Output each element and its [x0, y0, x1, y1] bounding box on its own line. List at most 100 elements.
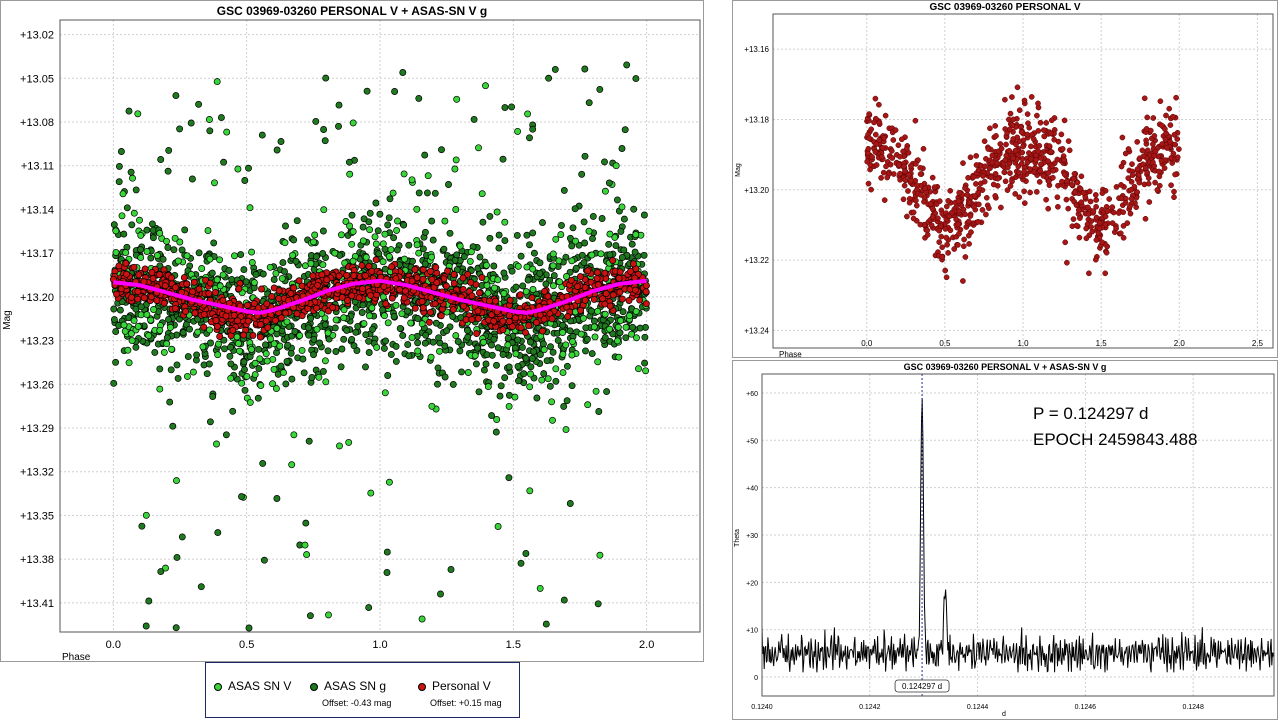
- personal-v-point: [884, 174, 891, 181]
- personal-v-point: [631, 286, 639, 294]
- asassn-g-point: [449, 380, 457, 388]
- personal-v-point: [1141, 95, 1148, 102]
- asassn-v-point: [597, 250, 605, 258]
- personal-v-point: [1104, 208, 1111, 214]
- outlier-point: [222, 431, 230, 439]
- asassn-v-point: [332, 316, 340, 324]
- personal-v-point: [1037, 168, 1044, 174]
- asassn-g-point: [372, 199, 380, 207]
- asassn-g-point: [440, 245, 448, 253]
- asassn-g-point: [543, 357, 551, 365]
- asassn-v-point: [112, 227, 120, 235]
- personal-v-point: [1142, 215, 1149, 222]
- outlier-point: [501, 104, 509, 112]
- main-x-tick-label: 0.5: [239, 639, 254, 651]
- personal-v-point: [1018, 129, 1025, 135]
- outlier-point: [211, 179, 218, 187]
- personal-v-point: [1045, 170, 1052, 176]
- asassn-g-point: [454, 338, 462, 345]
- outlier-point: [508, 103, 516, 111]
- personal-v-point: [367, 291, 374, 299]
- asassn-g-point: [480, 366, 488, 374]
- personal-v-point: [616, 268, 624, 276]
- asassn-g-point: [569, 224, 577, 232]
- outlier-point: [517, 559, 525, 567]
- asassn-v-point: [189, 368, 197, 376]
- main-y-tick-label: +13.26: [20, 379, 54, 391]
- personal-v-point: [380, 283, 388, 290]
- personal-v-point: [936, 239, 943, 245]
- asassn-g-point: [490, 335, 498, 343]
- personal-v-point: [936, 198, 943, 204]
- asassn-g-point: [173, 361, 181, 369]
- asassn-g-point: [319, 249, 327, 257]
- personal-v-point: [1004, 187, 1011, 193]
- asassn-g-point: [497, 382, 505, 390]
- personal-v-point: [1015, 169, 1022, 176]
- personal-v-point: [171, 304, 179, 312]
- personal-v-point: [625, 297, 633, 304]
- asassn-g-point: [137, 303, 145, 311]
- asassn-g-point: [499, 351, 507, 358]
- main-grid: [60, 20, 700, 632]
- personal-v-point: [1122, 199, 1129, 206]
- asassn-v-point: [342, 218, 350, 225]
- outlier-point: [529, 125, 537, 133]
- personal-v-point: [171, 284, 179, 291]
- outlier-point: [321, 137, 329, 145]
- asassn-v-point: [183, 252, 191, 260]
- personal-v-point: [1016, 107, 1023, 114]
- asassn-g-point: [128, 221, 136, 229]
- outlier-point: [173, 553, 181, 561]
- personal-v-point: [490, 317, 498, 325]
- asassn-v-point: [227, 374, 235, 382]
- asassn-v-point: [483, 261, 490, 269]
- personal-v-point: [1099, 239, 1105, 246]
- asassn-g-point: [181, 226, 189, 234]
- personal-v-point: [182, 307, 190, 315]
- asassn-g-point: [337, 363, 345, 371]
- asassn-v-point: [559, 369, 567, 377]
- asassn-g-point: [227, 360, 235, 368]
- asassn-g-point: [441, 342, 449, 350]
- asassn-v-point: [606, 325, 614, 333]
- personal-v-point: [879, 144, 886, 151]
- asassn-v-point: [413, 205, 421, 213]
- personal-v-point: [1117, 230, 1124, 237]
- personal-v-point: [960, 243, 967, 250]
- asassn-v-point: [321, 357, 329, 365]
- personal-v-point: [642, 282, 650, 290]
- asassn-g-point: [434, 380, 441, 388]
- personal-v-point: [967, 154, 974, 161]
- asassn-v-point: [204, 227, 212, 235]
- personal-v-point: [910, 209, 917, 216]
- fit-curve-line: [113, 278, 647, 315]
- personal-v-point: [1174, 154, 1181, 161]
- asassn-v-point: [166, 324, 174, 331]
- outlier-point: [526, 487, 534, 495]
- asassn-g-point: [270, 276, 278, 284]
- personal-v-point: [920, 145, 927, 152]
- asassn-v-point: [590, 323, 598, 331]
- asassn-v-point: [348, 240, 356, 248]
- asassn-v-point: [127, 330, 135, 338]
- asassn-v-point: [373, 343, 381, 351]
- asassn-g-point: [366, 209, 374, 217]
- personal-v-point: [313, 304, 320, 312]
- asassn-v-point: [632, 307, 640, 315]
- asassn-v-point: [436, 347, 443, 355]
- asassn-g-point: [563, 362, 571, 370]
- personal-v-point: [1092, 256, 1099, 263]
- personal-v-point: [868, 126, 875, 133]
- personal-v-point: [1146, 199, 1153, 205]
- asassn-v-point: [511, 393, 519, 401]
- personal-v-point: [1090, 208, 1097, 214]
- personal-v-point: [962, 254, 969, 260]
- personal-v-point: [904, 213, 910, 220]
- personal-v-point: [1106, 196, 1113, 202]
- personal-v-point: [392, 274, 400, 282]
- asassn-g-point: [431, 189, 439, 197]
- personal-v-point: [956, 230, 962, 237]
- asassn-g-point: [530, 249, 538, 257]
- asassn-g-point: [184, 353, 192, 361]
